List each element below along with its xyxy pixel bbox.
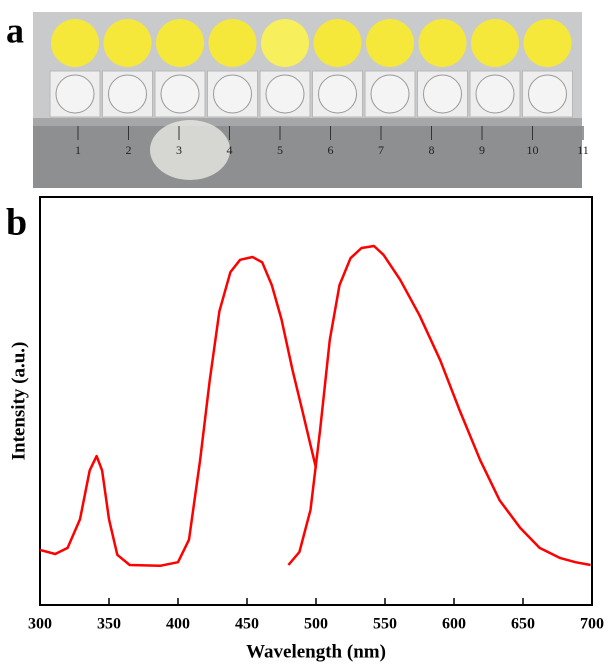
spectrum-line: [39, 255, 318, 568]
led-board-ring: [213, 74, 252, 114]
x-tick-label: 450: [235, 616, 259, 633]
plot: Wavelength (nm) Intensity (a.u.) 300 350 4…: [8, 196, 604, 662]
led-board-ring: [370, 74, 410, 114]
led-board-ring: [55, 74, 95, 114]
x-tick-label: 650: [511, 616, 535, 633]
ruler: [33, 118, 582, 188]
ruler-label: 4: [227, 143, 233, 157]
ruler-label: 5: [277, 143, 283, 157]
phosphor-disk: [51, 19, 99, 67]
phosphor-disk: [156, 19, 204, 67]
led-board-ring: [475, 74, 515, 114]
x-axis-label: Wavelength (nm): [246, 641, 386, 662]
phosphor-disk: [313, 19, 362, 67]
x-tick-label: 500: [304, 616, 328, 633]
led-board-ring: [108, 74, 147, 114]
ruler-label: 9: [479, 143, 485, 157]
ruler-edge: [33, 118, 582, 126]
photo: 1 2 3 4 5 6 7 8 9 10 11: [33, 12, 589, 188]
panel-label: a: [6, 10, 24, 50]
spectrum-line: [287, 244, 591, 567]
phosphor-disk: [523, 19, 572, 67]
ruler-label: 10: [527, 143, 539, 157]
y-axis-label: Intensity (a.u.): [8, 342, 29, 461]
phosphor-disk: [208, 19, 257, 67]
led-board-ring: [423, 74, 462, 114]
phosphor-disk: [418, 19, 467, 67]
ruler-label: 3: [176, 143, 182, 157]
ruler-label: 8: [429, 143, 435, 157]
ruler-label: 2: [126, 143, 132, 157]
ruler-label: 7: [378, 143, 384, 157]
led-board-ring: [528, 74, 567, 114]
ruler-label: 11: [577, 143, 589, 157]
x-tick-label: 550: [373, 616, 397, 633]
x-tick-label: 350: [97, 616, 121, 633]
panel-label: b: [6, 202, 27, 244]
phosphor-disk: [261, 19, 309, 67]
led-board-ring: [265, 74, 305, 114]
phosphor-disk: [366, 19, 414, 67]
led-board-ring: [318, 74, 357, 114]
led-board-ring: [160, 74, 200, 114]
glare: [150, 120, 230, 180]
ruler-label: 1: [75, 143, 81, 157]
phosphor-disk: [103, 19, 152, 67]
x-tick-label: 700: [580, 616, 604, 633]
x-tick-label: 600: [442, 616, 466, 633]
ruler-label: 6: [328, 143, 334, 157]
x-tick-label: 300: [28, 616, 52, 633]
x-tick-label: 400: [166, 616, 190, 633]
plot-frame: [39, 196, 593, 606]
phosphor-disk: [471, 19, 519, 67]
